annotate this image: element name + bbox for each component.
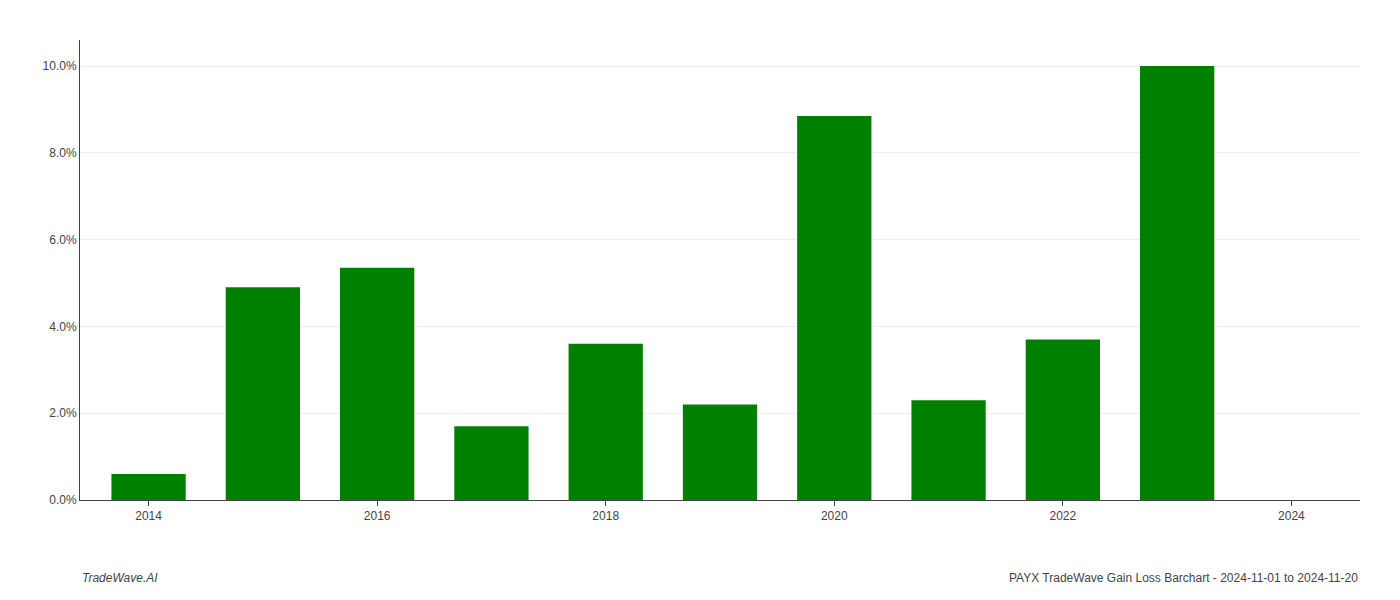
svg-text:2022: 2022 — [1050, 509, 1077, 523]
svg-text:2020: 2020 — [821, 509, 848, 523]
svg-text:2018: 2018 — [592, 509, 619, 523]
svg-text:4.0%: 4.0% — [49, 320, 77, 334]
svg-text:2.0%: 2.0% — [49, 406, 77, 420]
svg-text:6.0%: 6.0% — [49, 233, 77, 247]
svg-text:PAYX TradeWave Gain Loss Barch: PAYX TradeWave Gain Loss Barchart - 2024… — [1009, 571, 1358, 585]
svg-text:2014: 2014 — [135, 509, 162, 523]
svg-text:8.0%: 8.0% — [49, 146, 77, 160]
svg-text:2024: 2024 — [1278, 509, 1305, 523]
svg-text:TradeWave.AI: TradeWave.AI — [82, 571, 158, 585]
svg-text:0.0%: 0.0% — [49, 493, 77, 507]
svg-text:10.0%: 10.0% — [43, 59, 77, 73]
svg-text:2016: 2016 — [364, 509, 391, 523]
